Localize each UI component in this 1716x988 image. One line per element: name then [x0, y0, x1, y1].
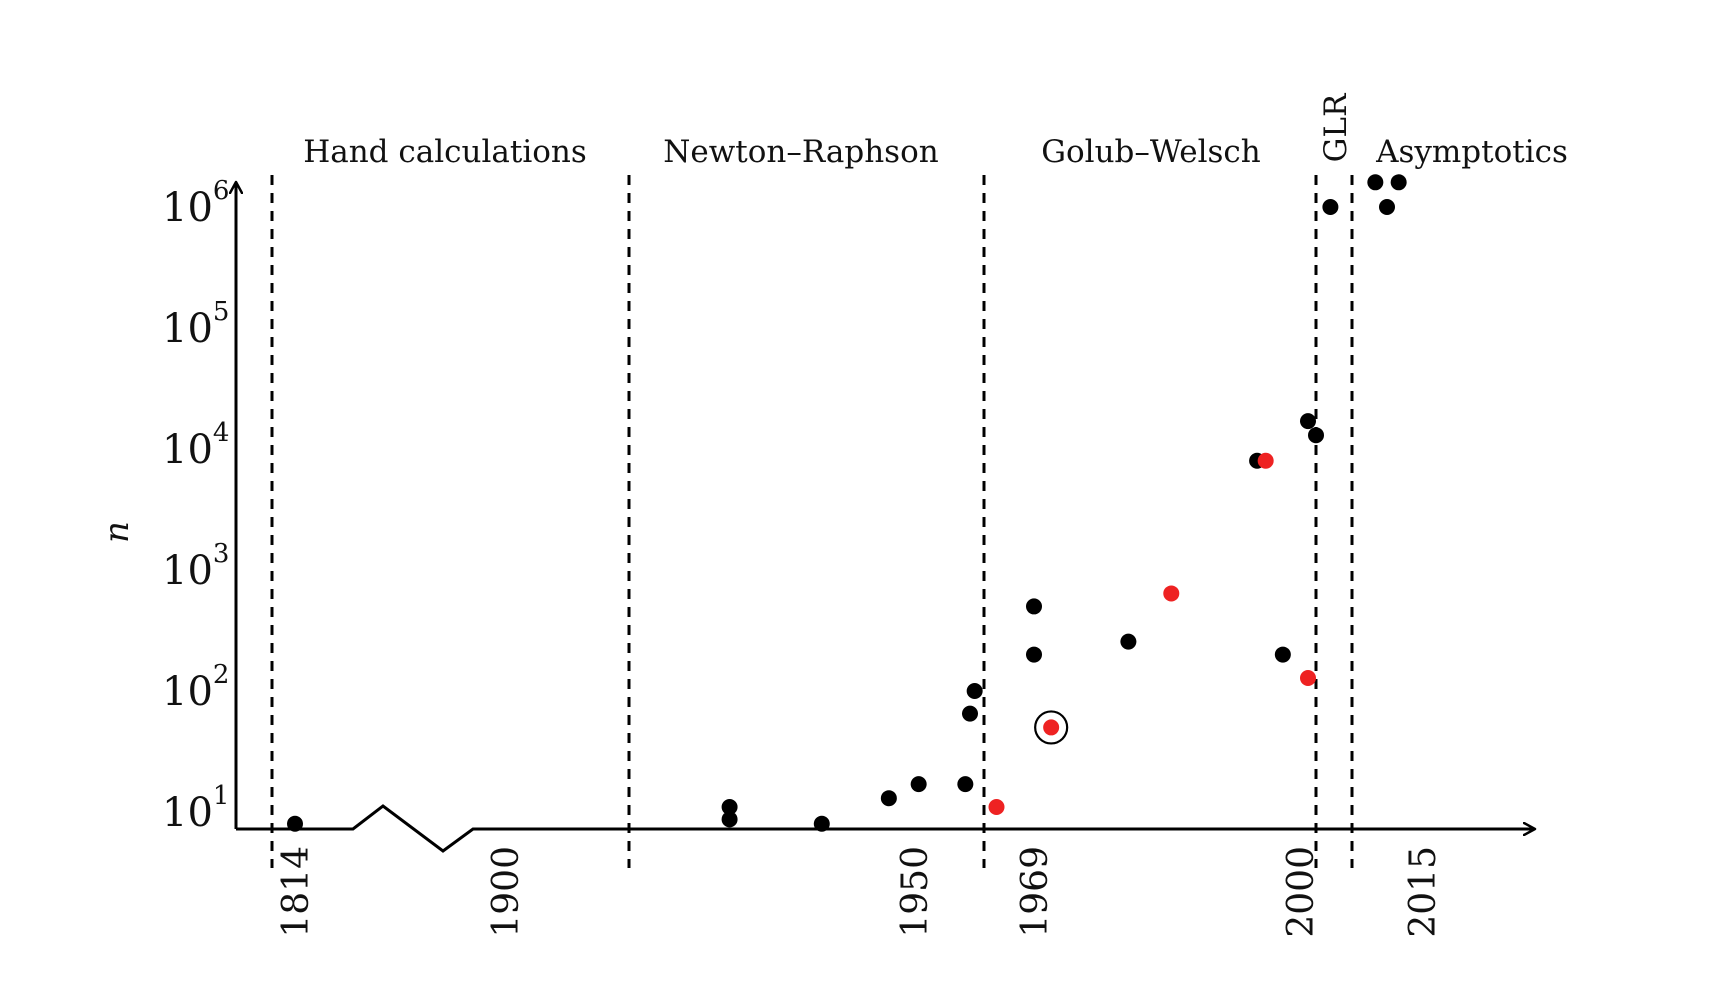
black-point-10 [1026, 646, 1042, 663]
black-point-1 [721, 798, 738, 815]
y-tick-label-2: 103 [162, 539, 229, 594]
black-point-19 [1390, 174, 1407, 191]
y-tick-label-1: 102 [162, 660, 229, 715]
era-label-3: GLR [1318, 92, 1354, 162]
y-tick-base: 10 [162, 185, 213, 231]
y-tick-label-3: 104 [162, 418, 229, 473]
black-point-3 [813, 815, 830, 832]
x-tick-label-1814: 1814 [276, 846, 317, 938]
y-tick-exponent: 6 [213, 176, 230, 206]
era-label-0: Hand calculations [303, 134, 587, 170]
y-tick-exponent: 1 [213, 781, 230, 811]
data-points [287, 174, 1407, 832]
y-axis-label: n [97, 521, 137, 543]
black-point-7 [962, 705, 978, 722]
red-point-4 [1300, 670, 1316, 687]
black-point-13 [1274, 646, 1291, 663]
black-point-11 [1120, 633, 1137, 650]
black-point-6 [957, 776, 974, 793]
y-tick-base: 10 [162, 790, 213, 836]
x-tick-label-1900: 1900 [486, 846, 527, 938]
y-tick-base: 10 [162, 306, 213, 352]
era-labels: Hand calculations Newton–Raphson Golub–Wel… [303, 92, 1568, 170]
black-point-17 [1367, 174, 1384, 191]
y-tick-label-0: 101 [162, 781, 229, 836]
black-point-16 [1322, 199, 1339, 215]
y-tick-exponent: 3 [213, 539, 230, 569]
black-point-0 [287, 815, 303, 832]
black-point-4 [880, 790, 897, 807]
red-point-3 [1257, 452, 1274, 469]
era-label-4: Asymptotics [1375, 134, 1568, 170]
black-point-5 [910, 776, 927, 793]
era-label-2: Golub–Welsch [1041, 134, 1261, 170]
red-point-1 [1043, 719, 1060, 736]
x-tick-label-1969: 1969 [1015, 846, 1056, 938]
black-point-15 [1308, 427, 1324, 444]
black-point-9 [1026, 598, 1042, 615]
y-tick-label-4: 105 [162, 297, 229, 352]
y-tick-exponent: 5 [213, 297, 230, 327]
y-tick-base: 10 [162, 669, 213, 715]
x-tick-labels: 1814 1900 1950 1969 2000 2015 [276, 846, 1444, 938]
y-tick-exponent: 2 [213, 660, 230, 690]
black-point-8 [966, 683, 983, 699]
highlight-ring [1034, 710, 1069, 745]
y-tick-base: 10 [162, 427, 213, 473]
era-label-1: Newton–Raphson [663, 134, 939, 170]
red-point-2 [1163, 585, 1180, 602]
x-tick-label-2000: 2000 [1281, 846, 1322, 938]
x-axis [236, 804, 1535, 853]
black-point-18 [1379, 199, 1395, 215]
red-point-0 [988, 798, 1005, 815]
y-tick-base: 10 [162, 548, 213, 594]
black-point-14 [1300, 413, 1316, 430]
y-tick-label-5: 106 [162, 176, 229, 231]
x-tick-label-1950: 1950 [895, 846, 936, 938]
y-tick-exponent: 4 [213, 418, 230, 448]
x-tick-label-2015: 2015 [1403, 846, 1444, 938]
black-point-2 [721, 811, 738, 828]
era-boundaries [270, 175, 1354, 868]
